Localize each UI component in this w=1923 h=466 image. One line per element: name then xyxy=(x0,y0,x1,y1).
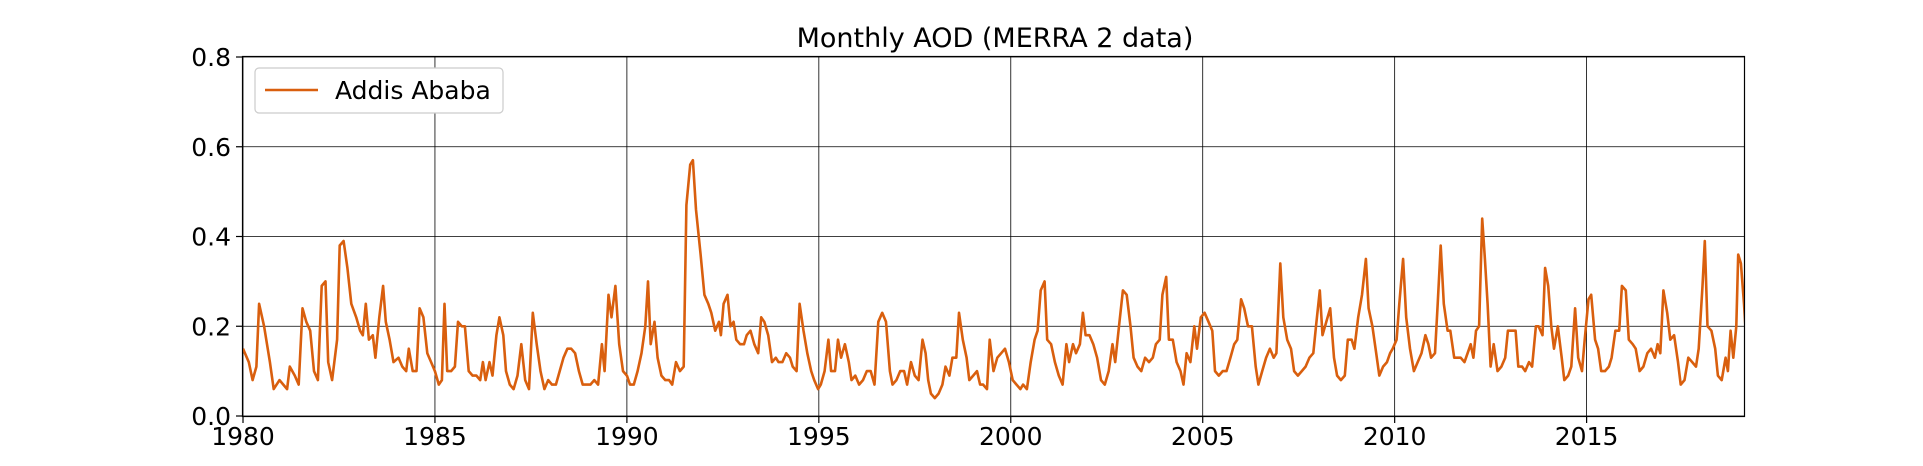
y-tick-label: 0.0 xyxy=(191,402,231,431)
x-tick-label: 1995 xyxy=(787,422,851,451)
y-tick-label: 0.8 xyxy=(191,43,231,72)
series-line-addis-ababa xyxy=(243,158,1744,400)
x-tick-label: 2015 xyxy=(1555,422,1619,451)
plot-area xyxy=(243,158,1744,400)
y-tick-label: 0.4 xyxy=(191,223,231,252)
x-tick-label: 1990 xyxy=(595,422,659,451)
y-tick-label: 0.6 xyxy=(191,133,231,162)
legend: Addis Ababa xyxy=(254,67,504,114)
x-tick-label: 1980 xyxy=(211,422,275,451)
x-tick-label: 2000 xyxy=(979,422,1043,451)
legend-label: Addis Ababa xyxy=(335,76,491,105)
axis-ticks: 1980 1985 1990 1995 2000 2005 2010 2015 0.0 0.2 0.… xyxy=(191,43,1618,451)
legend-box xyxy=(254,67,504,114)
x-tick-label: 1985 xyxy=(403,422,467,451)
x-tick-label: 2005 xyxy=(1171,422,1235,451)
chart-title: Monthly AOD (MERRA 2 data) xyxy=(797,23,1194,54)
x-tick-label: 2010 xyxy=(1363,422,1427,451)
y-tick-label: 0.2 xyxy=(191,312,231,341)
